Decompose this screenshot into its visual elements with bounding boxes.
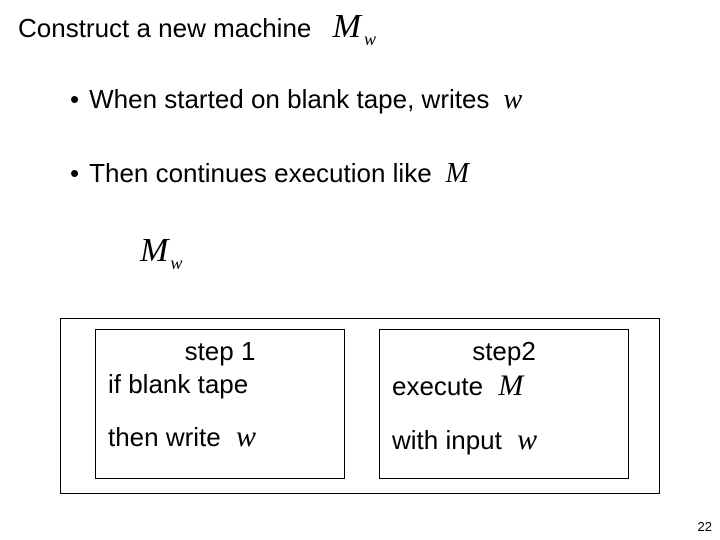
step-2-line2-text: with input — [392, 425, 502, 455]
symbol-M: M — [140, 232, 168, 269]
bullet-list: • When started on blank tape, writes w •… — [70, 84, 720, 190]
bullet-symbol: M — [446, 158, 469, 190]
step-1-line2-symbol: w — [236, 420, 256, 453]
page-number: 22 — [698, 519, 712, 534]
bullet-item: • When started on blank tape, writes w — [70, 84, 720, 116]
step-1-line2-text: then write — [108, 422, 221, 452]
step-2-box: step2 execute M with input w — [379, 329, 629, 479]
bullet-text: Then continues execution like — [89, 158, 432, 189]
bullet-dot-icon: • — [70, 84, 79, 115]
step-1-line2: then write w — [96, 418, 344, 454]
bullet-symbol: w — [503, 84, 522, 116]
symbol-w: w — [364, 29, 377, 49]
diagram-outer-box: step 1 if blank tape then write w step2 … — [60, 318, 660, 494]
bullet-dot-icon: • — [70, 158, 79, 189]
step-1-title: step 1 — [96, 330, 344, 367]
step-2-line1-symbol: M — [498, 369, 523, 402]
step-1-line1: if blank tape — [96, 367, 344, 400]
center-machine-symbol: Mw — [140, 232, 720, 274]
step-2-line2-symbol: w — [517, 423, 537, 456]
symbol-w: w — [170, 253, 182, 273]
step-2-line2: with input w — [380, 421, 628, 457]
page-title: Construct a new machine Mw — [0, 0, 720, 50]
title-text: Construct a new machine — [18, 13, 311, 43]
step-2-line1: execute M — [380, 367, 628, 403]
title-symbol: Mw — [333, 8, 377, 45]
bullet-item: • Then continues execution like M — [70, 158, 720, 190]
step-2-line1-text: execute — [392, 371, 483, 401]
bullet-text: When started on blank tape, writes — [89, 84, 489, 115]
step-2-title: step2 — [380, 330, 628, 367]
step-1-box: step 1 if blank tape then write w — [95, 329, 345, 479]
symbol-M: M — [333, 8, 362, 45]
